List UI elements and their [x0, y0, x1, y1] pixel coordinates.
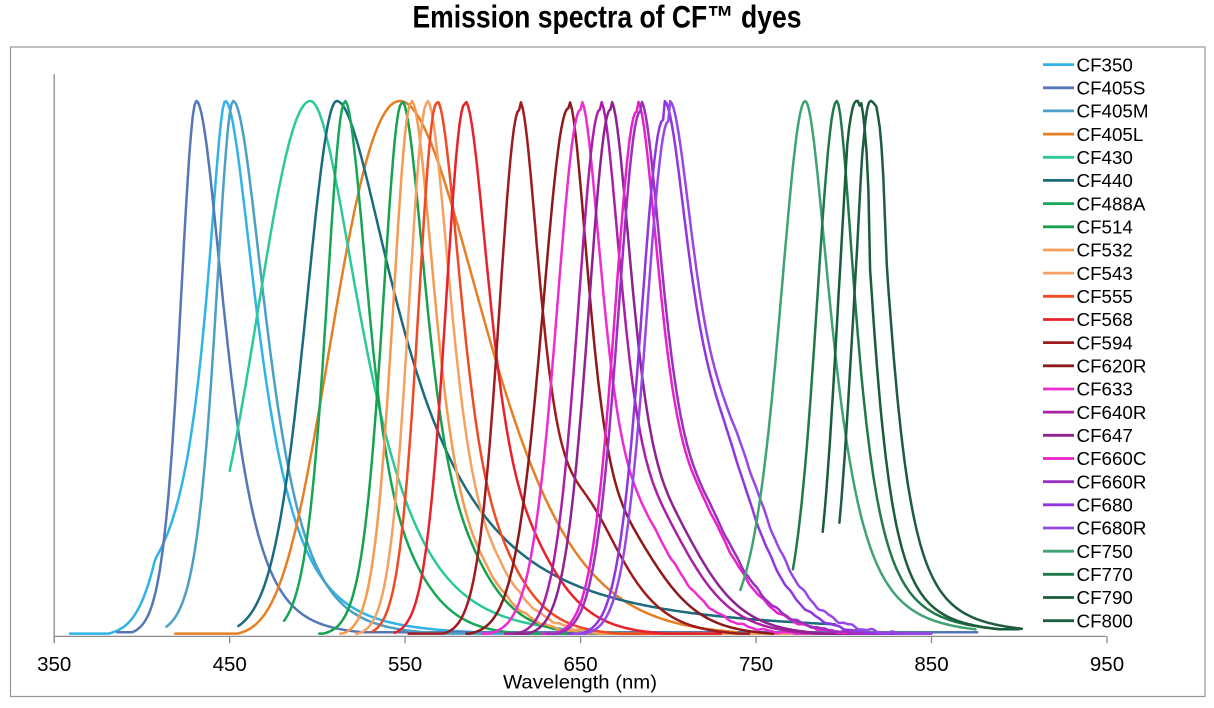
svg-text:CF680R: CF680R: [1077, 518, 1147, 539]
svg-text:750: 750: [739, 653, 773, 676]
svg-text:Wavelength (nm): Wavelength (nm): [503, 672, 657, 694]
svg-text:CF488A: CF488A: [1077, 193, 1146, 214]
svg-text:CF620R: CF620R: [1077, 356, 1147, 377]
svg-text:CF790: CF790: [1077, 587, 1133, 608]
svg-text:Emission spectra of CF™ dyes: Emission spectra of CF™ dyes: [413, 0, 802, 35]
svg-text:CF555: CF555: [1077, 286, 1133, 307]
svg-text:550: 550: [388, 653, 422, 676]
svg-text:CF405L: CF405L: [1077, 124, 1144, 145]
svg-text:CF514: CF514: [1077, 217, 1133, 238]
svg-text:CF680: CF680: [1077, 495, 1133, 516]
svg-text:CF647: CF647: [1077, 425, 1133, 446]
svg-text:350: 350: [37, 653, 71, 676]
svg-text:950: 950: [1090, 653, 1124, 676]
svg-text:CF430: CF430: [1077, 147, 1133, 168]
svg-text:CF660C: CF660C: [1077, 448, 1147, 469]
svg-text:CF568: CF568: [1077, 309, 1133, 330]
svg-text:CF640R: CF640R: [1077, 402, 1147, 423]
svg-text:450: 450: [213, 653, 247, 676]
svg-text:CF532: CF532: [1077, 240, 1133, 261]
svg-text:CF543: CF543: [1077, 263, 1133, 284]
svg-text:850: 850: [914, 653, 948, 676]
svg-text:CF750: CF750: [1077, 541, 1133, 562]
svg-text:CF800: CF800: [1077, 610, 1133, 631]
svg-text:CF770: CF770: [1077, 564, 1133, 585]
svg-text:CF405S: CF405S: [1077, 78, 1146, 99]
svg-text:CF594: CF594: [1077, 332, 1133, 353]
svg-text:CF405M: CF405M: [1077, 101, 1149, 122]
svg-text:650: 650: [563, 653, 597, 676]
svg-text:CF350: CF350: [1077, 54, 1133, 75]
svg-text:CF440: CF440: [1077, 170, 1133, 191]
svg-text:CF660R: CF660R: [1077, 471, 1147, 492]
svg-text:CF633: CF633: [1077, 379, 1133, 400]
